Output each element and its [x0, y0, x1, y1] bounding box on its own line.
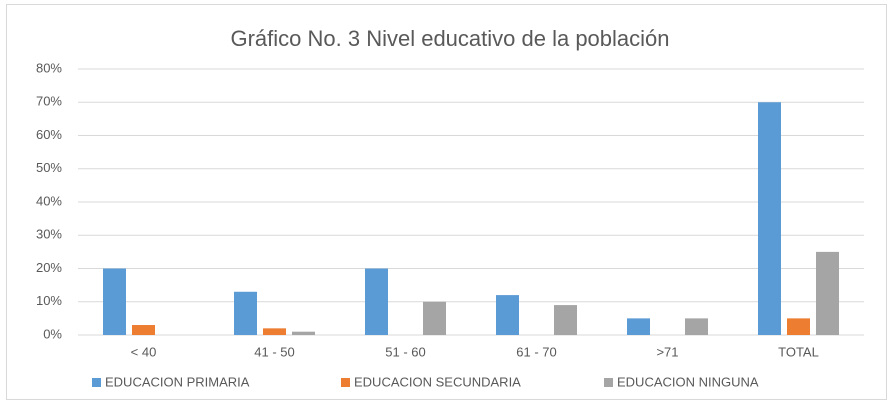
legend-label: EDUCACION PRIMARIA	[105, 374, 250, 389]
y-tick-label: 70%	[36, 94, 62, 109]
x-tick-label: >71	[656, 344, 678, 359]
bar	[103, 268, 126, 335]
y-tick-label: 60%	[36, 127, 62, 142]
bar	[816, 251, 839, 335]
bar	[365, 268, 388, 335]
x-tick-label: < 40	[131, 344, 157, 359]
legend-swatch	[341, 378, 350, 387]
y-tick-label: 20%	[36, 260, 62, 275]
legend-swatch	[92, 378, 101, 387]
bar	[234, 291, 257, 335]
chart-title: Gráfico No. 3 Nivel educativo de la pobl…	[230, 26, 669, 51]
legend-swatch	[604, 378, 613, 387]
bar	[423, 301, 446, 335]
bar	[496, 295, 519, 335]
y-tick-label: 80%	[36, 60, 62, 75]
y-tick-label: 0%	[43, 326, 62, 341]
y-tick-label: 40%	[36, 193, 62, 208]
bar	[292, 331, 315, 335]
legend-label: EDUCACION SECUNDARIA	[354, 374, 521, 389]
bar	[263, 328, 286, 335]
x-tick-label: 41 - 50	[254, 344, 294, 359]
x-tick-label: TOTAL	[778, 344, 819, 359]
y-tick-label: 10%	[36, 293, 62, 308]
legend-label: EDUCACION NINGUNA	[617, 374, 759, 389]
bar	[554, 305, 577, 335]
y-tick-label: 50%	[36, 160, 62, 175]
bar	[627, 318, 650, 335]
bar	[758, 102, 781, 335]
bar	[132, 325, 155, 335]
x-tick-label: 61 - 70	[516, 344, 556, 359]
bar	[685, 318, 708, 335]
y-tick-label: 30%	[36, 227, 62, 242]
bar	[787, 318, 810, 335]
x-tick-label: 51 - 60	[385, 344, 425, 359]
